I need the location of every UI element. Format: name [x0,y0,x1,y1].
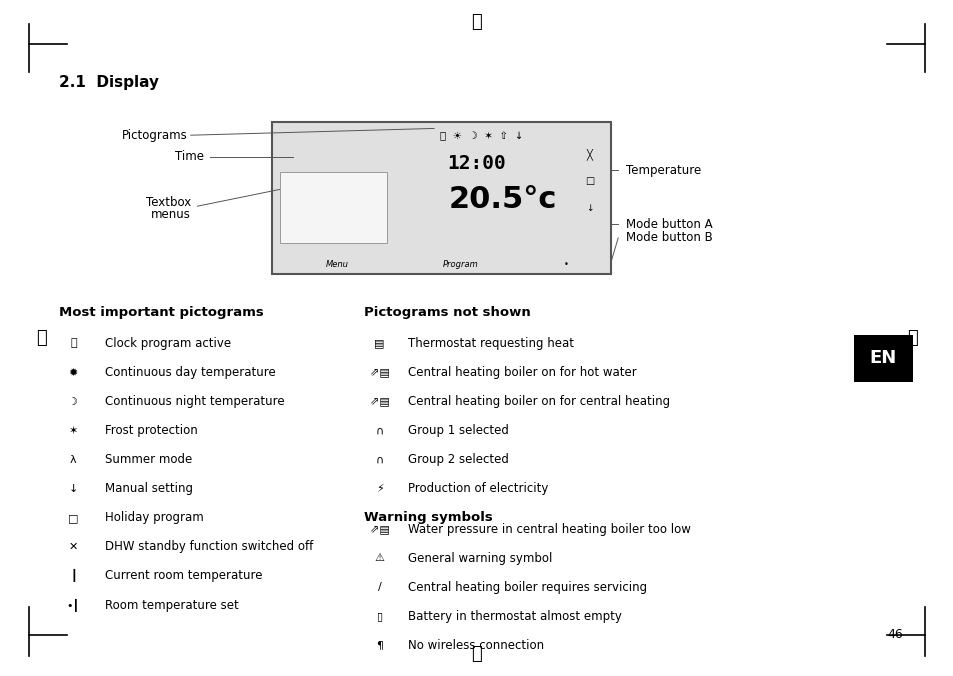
Text: Pictograms not shown: Pictograms not shown [364,306,531,318]
Text: ⇗▤: ⇗▤ [370,368,389,377]
Text: 46: 46 [886,627,902,641]
Text: Warning symbols: Warning symbols [364,511,493,525]
Text: ⚠: ⚠ [375,554,384,563]
Text: ⌖: ⌖ [35,329,47,347]
Text: Temperature: Temperature [625,164,700,177]
Text: ✹: ✹ [69,368,78,377]
Text: ⚡: ⚡ [375,484,383,493]
Bar [280,172,387,243]
Bar [272,122,610,274]
Text: Production of electricity: Production of electricity [408,482,548,496]
Text: ☽: ☽ [69,397,78,406]
Text: Thermostat requesting heat: Thermostat requesting heat [408,337,574,350]
Text: Continuous night temperature: Continuous night temperature [105,395,284,408]
Text: ⌚: ⌚ [71,339,76,348]
Text: ⌖: ⌖ [471,645,482,662]
Text: 20.5°c: 20.5°c [448,185,557,214]
Text: Central heating boiler requires servicing: Central heating boiler requires servicin… [408,581,647,594]
Text: □: □ [584,176,594,186]
Text: No wireless connection: No wireless connection [408,639,544,652]
Text: ⌛  ☀  ☽  ✶  ⇧  ↓: ⌛ ☀ ☽ ✶ ⇧ ↓ [439,132,523,141]
Text: •┃: •┃ [67,598,80,612]
Text: ╳: ╳ [586,148,592,160]
Text: Water pressure in central heating boiler too low: Water pressure in central heating boiler… [408,523,691,536]
Text: λ: λ [71,455,76,464]
Bar [853,335,912,382]
Text: Most important pictograms: Most important pictograms [59,306,264,318]
Text: Manual setting: Manual setting [105,482,193,496]
Text: Time: Time [175,150,204,164]
Text: General warning symbol: General warning symbol [408,552,552,565]
Text: Group 2 selected: Group 2 selected [408,453,509,466]
Text: Textbox: Textbox [146,196,191,210]
Text: Central heating boiler on for central heating: Central heating boiler on for central he… [408,395,670,408]
Text: Holiday program: Holiday program [105,511,204,525]
Text: Frost protection: Frost protection [105,424,197,437]
Text: ↓: ↓ [69,484,78,493]
Text: ⌖: ⌖ [471,14,482,31]
Text: ↓: ↓ [585,203,593,213]
Text: Battery in thermostat almost empty: Battery in thermostat almost empty [408,610,621,623]
Text: EN: EN [869,349,896,367]
Text: ▤: ▤ [374,339,385,348]
Text: Summer mode: Summer mode [105,453,192,466]
Text: DHW standby function switched off: DHW standby function switched off [105,540,313,554]
Text: Current room temperature: Current room temperature [105,569,262,583]
Text: Central heating boiler on for hot water: Central heating boiler on for hot water [408,366,637,379]
Text: Mode button A: Mode button A [625,218,712,231]
Text: /: / [377,583,381,592]
Text: ⌖: ⌖ [906,329,918,347]
Text: Menu: Menu [325,260,348,270]
Text: ⇗▤: ⇗▤ [370,525,389,534]
Text: ¶: ¶ [375,641,383,650]
Text: Group 1 selected: Group 1 selected [408,424,509,437]
Text: □: □ [68,513,79,523]
Text: menus: menus [151,208,191,222]
Text: ✶: ✶ [69,426,78,435]
Text: Mode button B: Mode button B [625,231,712,245]
Text: Clock program active: Clock program active [105,337,231,350]
Text: Program: Program [442,260,478,270]
Text: 2.1  Display: 2.1 Display [59,75,159,90]
Text: 12:00: 12:00 [447,154,506,173]
Text: ▯: ▯ [376,612,382,621]
Text: •: • [562,260,568,270]
Text: ∩: ∩ [375,426,383,435]
Text: ┃: ┃ [70,569,77,583]
Text: ∩: ∩ [375,455,383,464]
Text: Room temperature set: Room temperature set [105,598,238,612]
Text: Continuous day temperature: Continuous day temperature [105,366,275,379]
Text: ✕: ✕ [69,542,78,552]
Text: Pictograms: Pictograms [122,128,188,142]
Text: ⇗▤: ⇗▤ [370,397,389,406]
